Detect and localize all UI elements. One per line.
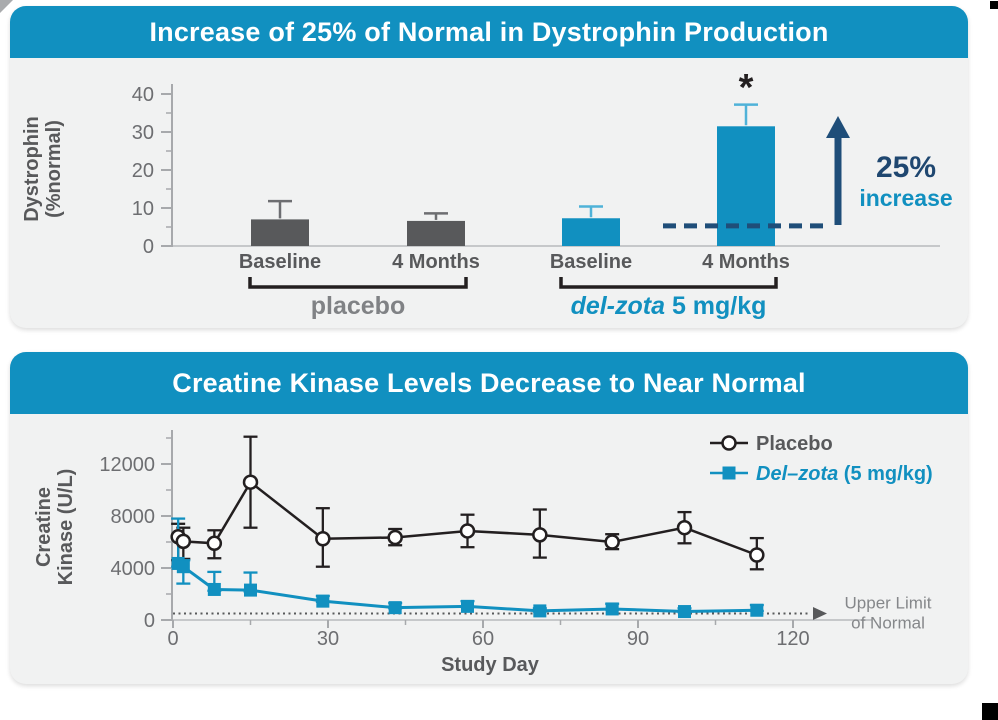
x-tick-label: 0: [167, 628, 178, 650]
group-bracket: [248, 277, 468, 289]
marker-open-circle: [749, 547, 765, 563]
increase-arrow-head: [826, 116, 850, 138]
y-tick-label: 4000: [111, 558, 156, 580]
y-tick-label: 12000: [99, 454, 155, 476]
legend-marker-circle: [721, 435, 737, 451]
increase-label-text: increase: [859, 185, 952, 211]
bar-category-label: 4 Months: [702, 251, 790, 273]
marker-open-circle: [387, 529, 403, 546]
marker-open-circle: [175, 533, 192, 550]
y-axis-title: Creatine: [33, 487, 55, 567]
bar: [251, 219, 309, 246]
bar: [717, 126, 775, 246]
marker-filled-square: [388, 601, 402, 615]
bar-category-label: Baseline: [239, 251, 321, 273]
corner-decoration: [0, 0, 13, 13]
y-tick-label: 30: [132, 122, 154, 144]
upper-limit-label: Upper Limit: [845, 594, 932, 613]
y-axis-title: (%normal): [43, 120, 65, 218]
y-axis-title: Dystrophin: [21, 116, 43, 222]
marker-open-circle: [242, 474, 259, 490]
marker-open-circle: [315, 531, 331, 547]
x-tick-label: 30: [317, 628, 339, 650]
y-tick-label: 0: [143, 236, 154, 258]
y-axis-title: Kinase (U/L): [55, 469, 77, 586]
dystrophin-bar-chart: 0 10 20 30 40 Dystrophin (%normal) Baseline 4 Mo…: [21, 67, 953, 320]
marker-open-circle: [459, 523, 476, 539]
marker-filled-square: [207, 582, 221, 596]
y-tick-label: 8000: [111, 506, 156, 528]
y-tick-label: 10: [132, 198, 154, 220]
x-axis-title: Study Day: [441, 654, 540, 676]
dystrophin-panel: Increase of 25% of Normal in Dystrophin …: [10, 6, 968, 328]
creatine-kinase-line-chart: 0 4000 8000 12000 0 30 60 90 120 Creatine Kinase (…: [33, 430, 933, 676]
x-tick-label: 120: [776, 628, 809, 650]
significance-asterisk: *: [739, 67, 754, 109]
marker-open-circle: [532, 527, 548, 543]
x-tick-label: 60: [472, 628, 494, 650]
bar: [407, 220, 465, 246]
upper-limit-arrow: [813, 607, 827, 620]
upper-limit-label: of Normal: [851, 614, 925, 633]
group-label: del-zota 5 mg/kg: [571, 292, 767, 320]
x-tick-label: 90: [627, 628, 649, 650]
legend-marker-square: [722, 466, 736, 480]
y-tick-label: 0: [144, 610, 155, 632]
marker-filled-square: [244, 583, 257, 597]
black-mark-bottom-right: [982, 703, 998, 720]
creatine-kinase-panel-header: Creatine Kinase Levels Decrease to Near …: [10, 352, 968, 414]
y-tick-label: 40: [132, 84, 154, 106]
marker-filled-square: [678, 605, 691, 619]
marker-open-circle: [676, 519, 693, 536]
bar: [562, 218, 620, 246]
y-tick-label: 20: [132, 160, 154, 182]
marker-filled-square: [316, 594, 330, 608]
creatine-kinase-panel: Creatine Kinase Levels Decrease to Near …: [10, 352, 968, 684]
marker-filled-square: [605, 602, 619, 616]
marker-open-circle: [604, 534, 620, 550]
marker-filled-square: [461, 599, 474, 613]
marker-filled-square: [176, 560, 190, 574]
increase-label-percent: 25%: [876, 151, 936, 184]
marker-open-circle: [206, 535, 223, 552]
group-bracket: [559, 277, 778, 289]
legend-label: Placebo: [756, 433, 833, 455]
dystrophin-panel-header: Increase of 25% of Normal in Dystrophin …: [10, 6, 968, 58]
creatine-kinase-panel-title: Creatine Kinase Levels Decrease to Near …: [172, 367, 806, 398]
bar-category-label: 4 Months: [392, 251, 480, 273]
marker-filled-square: [750, 603, 764, 617]
bar-category-label: Baseline: [550, 251, 632, 273]
black-mark-top-right: [990, 1, 998, 9]
legend-label: Del–zota (5 mg/kg): [756, 463, 933, 485]
dystrophin-panel-title: Increase of 25% of Normal in Dystrophin …: [149, 16, 829, 47]
marker-filled-square: [533, 604, 547, 618]
group-label: placebo: [311, 292, 405, 320]
